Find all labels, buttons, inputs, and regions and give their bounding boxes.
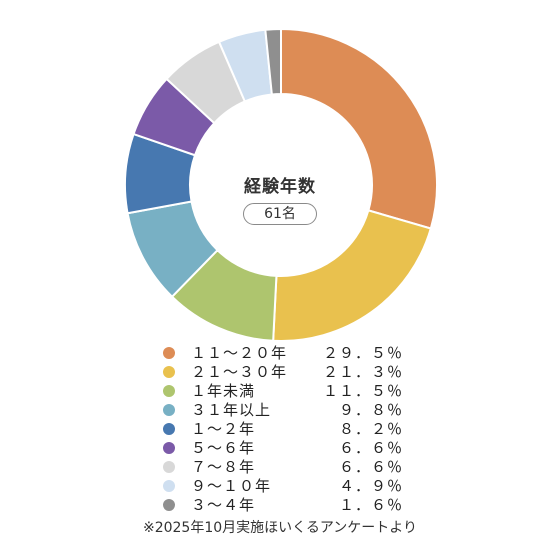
- legend-label: ３１年以上: [191, 401, 272, 419]
- legend-value: ６．６％: [338, 458, 403, 476]
- legend-label: １年未満: [191, 382, 256, 400]
- legend-swatch: [163, 384, 175, 397]
- legend-label: ７～８年: [191, 458, 256, 476]
- legend-item: ３１年以上 ９．８％: [163, 400, 403, 419]
- legend-item: １１～２０年 ２９．５％: [163, 343, 403, 362]
- legend-item: ３～４年 １．６％: [163, 495, 403, 514]
- legend-value: ２１．３％: [322, 363, 403, 381]
- legend-value: １．６％: [338, 496, 403, 514]
- legend-swatch: [163, 422, 175, 435]
- legend-swatch: [163, 460, 175, 473]
- legend-value: ８．２％: [338, 420, 403, 438]
- legend-value: １１．５％: [322, 382, 403, 400]
- legend-label: １～２年: [191, 420, 256, 438]
- legend-swatch: [163, 441, 175, 454]
- legend-item: ７～８年 ６．６％: [163, 457, 403, 476]
- legend-label: ９～１０年: [191, 477, 272, 495]
- legend-item: １年未満 １１．５％: [163, 381, 403, 400]
- legend-label: ５～６年: [191, 439, 256, 457]
- legend-item: ２１～３０年 ２１．３％: [163, 362, 403, 381]
- legend-swatch: [163, 365, 175, 378]
- slice-9: [264, 27, 282, 96]
- chart-legend: １１～２０年 ２９．５％ ２１～３０年 ２１．３％ １年未満 １１．５％ ３１年以上 ９．８％…: [163, 343, 403, 514]
- legend-label: ３～４年: [191, 496, 256, 514]
- legend-swatch: [163, 479, 175, 492]
- source-note: ※2025年10月実施ほいくるアンケートより: [142, 520, 418, 536]
- legend-item: ５～６年 ６．６％: [163, 438, 403, 457]
- slice-1: [280, 27, 438, 230]
- legend-item: ９～１０年 ４．９％: [163, 476, 403, 495]
- legend-item: １～２年 ８．２％: [163, 419, 403, 438]
- donut-chart: [124, 27, 438, 340]
- legend-value: ６．６％: [338, 439, 403, 457]
- respondent-count-badge: 61名: [243, 203, 317, 225]
- slice-2: [272, 209, 433, 340]
- legend-value: ９．８％: [338, 401, 403, 419]
- chart-title: 経験年数: [244, 177, 316, 197]
- legend-swatch: [163, 346, 175, 359]
- legend-value: ４．９％: [338, 477, 403, 495]
- legend-swatch: [163, 403, 175, 416]
- legend-label: ２１～３０年: [191, 363, 288, 381]
- legend-swatch: [163, 498, 175, 511]
- legend-value: ２９．５％: [322, 344, 403, 362]
- legend-label: １１～２０年: [191, 344, 288, 362]
